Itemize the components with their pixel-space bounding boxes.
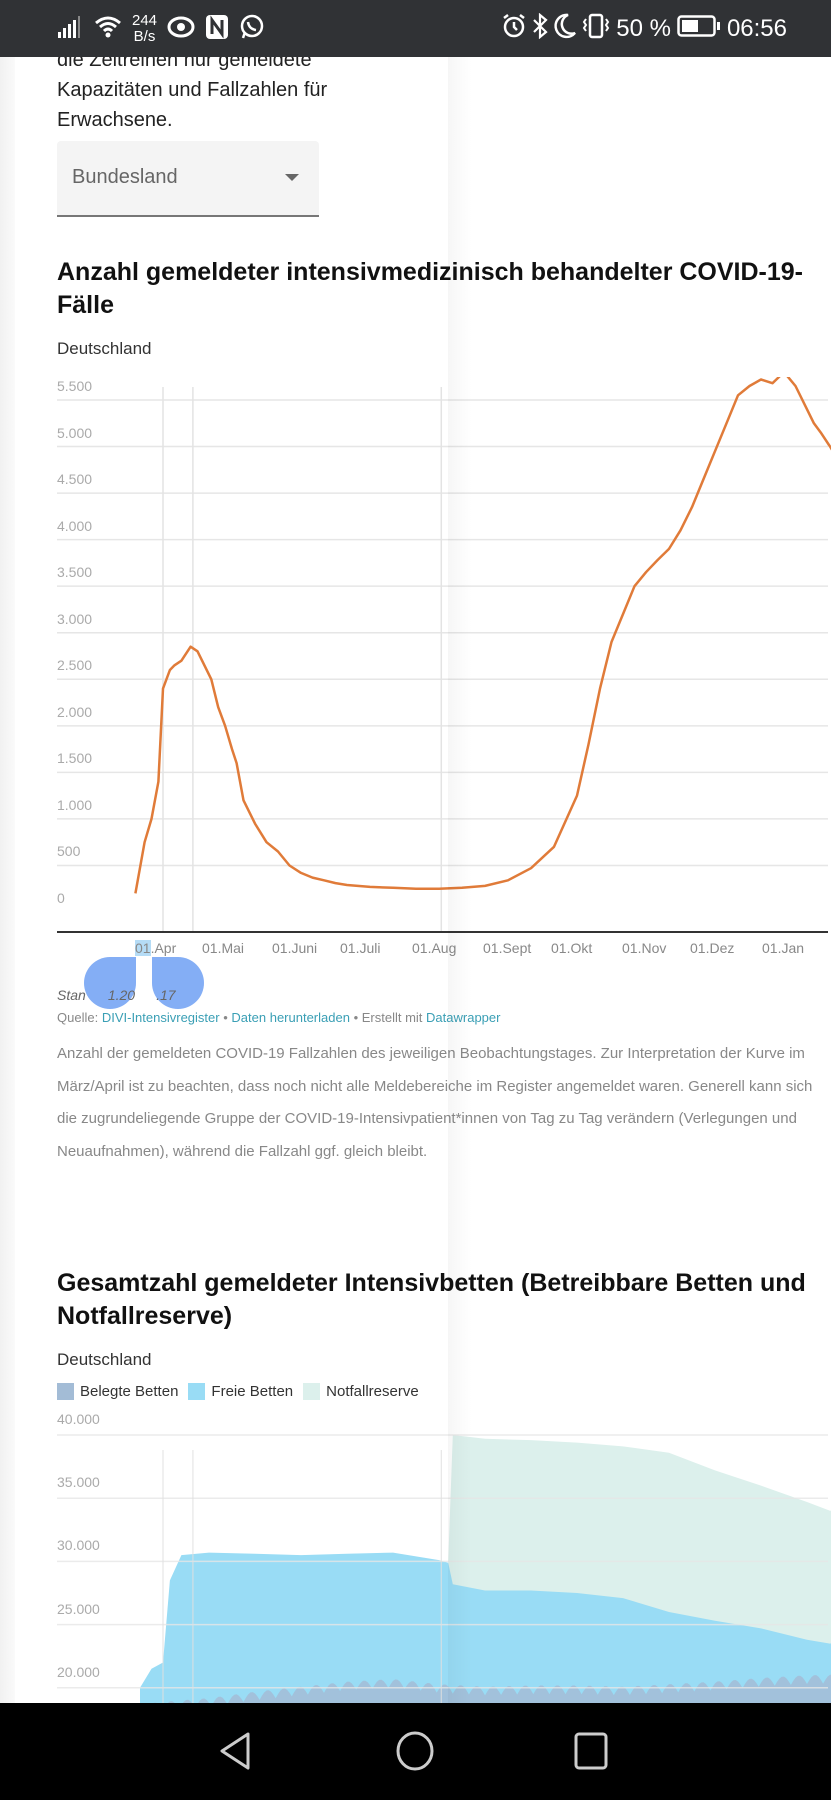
chart2-ytick-label: 25.000	[57, 1600, 100, 1617]
chart2-title: Gesamtzahl gemeldeter Intensivbetten (Be…	[57, 1269, 806, 1330]
chart1-ytick-label: 4.000	[57, 517, 93, 534]
bundesland-select-label: Bundesland	[72, 166, 178, 188]
stand-prefix: Stan	[57, 987, 86, 1003]
stand-mid: 1.20	[107, 987, 136, 1003]
network-speed-value: 244	[132, 12, 158, 29]
chart1-ytick-label: 2.500	[57, 657, 93, 674]
text-selection-handle-left[interactable]	[84, 957, 136, 1009]
recents-icon	[574, 1732, 608, 1770]
page-content: die Zeitreihen nur gemeldete Kapazitäten…	[0, 57, 831, 1703]
divi-register-link[interactable]: DIVI-Intensivregister	[101, 1010, 220, 1025]
chart1-ytick-label: 5.000	[57, 424, 93, 441]
alarm-icon	[502, 13, 526, 46]
recents-button[interactable]	[573, 1731, 609, 1776]
legend-label: Freie Betten	[211, 1383, 294, 1400]
chart1-ytick-label: 1.000	[57, 796, 93, 813]
text-selection-handle-right[interactable]	[152, 957, 204, 1009]
chart1-ytick-label: 4.500	[57, 471, 93, 488]
chart1-xtick-label: 01.Okt	[551, 940, 593, 956]
chart1-xtick-label: 01.Dez	[690, 940, 735, 956]
chart1-plot	[57, 377, 831, 933]
legend-label: Notfallreserve	[326, 1383, 419, 1400]
eye-icon	[167, 15, 195, 44]
chart2-ytick-label: 35.000	[57, 1474, 100, 1491]
chart1-xtick-label: 01.Jan	[762, 940, 805, 956]
signal-icon	[58, 15, 84, 43]
chart1-ytick-label: 5.500	[57, 378, 93, 394]
chart1-xtick-label: 01.Juli	[340, 940, 381, 956]
chart2-ytick-label: 40.000	[57, 1411, 100, 1427]
datawrapper-link[interactable]: Datawrapper	[426, 1010, 501, 1025]
chart1-stand: Stan 1.20 .17	[57, 987, 176, 1003]
chart1-xtick-label: 01.Juni	[272, 940, 318, 956]
chart2-area-freie	[140, 1552, 831, 1703]
legend-label: Belegte Betten	[80, 1383, 179, 1400]
status-bar: 244 B/s 50 % 06:56	[0, 0, 831, 57]
chart2-area-belegte	[153, 1674, 831, 1703]
download-data-link[interactable]: Daten herunterladen	[231, 1010, 350, 1025]
intro-text: die Zeitreihen nur gemeldete Kapazitäten…	[57, 57, 387, 135]
legend-item-freie: Freie Betten	[188, 1383, 293, 1400]
source-label: Quelle:	[57, 1010, 99, 1025]
chart1-xtick-label: 01.Apr	[135, 940, 177, 956]
whatsapp-icon	[239, 14, 265, 45]
bluetooth-icon	[532, 12, 548, 46]
chart1-ytick-label: 2.000	[57, 703, 93, 720]
chart1-source: Quelle: DIVI-Intensivregister • Daten he…	[57, 1010, 500, 1025]
chart2-subtitle: Deutschland	[57, 1350, 152, 1369]
moon-icon	[554, 13, 577, 46]
legend-swatch	[188, 1383, 206, 1400]
separator: •	[223, 1010, 228, 1025]
chart1-xtick-label: 01.Mai	[202, 940, 245, 956]
legend-item-notfall: Notfallreserve	[303, 1383, 419, 1400]
chart1-xtick-label: 01.Sept	[483, 940, 532, 956]
intro-line: Erwachsene.	[57, 109, 173, 131]
separator: •	[353, 1010, 359, 1025]
legend-item-belegte: Belegte Betten	[57, 1383, 178, 1400]
navigation-bar	[0, 1703, 831, 1800]
wifi-icon	[94, 15, 122, 44]
clock: 06:56	[726, 15, 787, 42]
chart1-ytick-label: 3.000	[57, 610, 93, 627]
battery-icon	[677, 14, 721, 45]
chart1-ytick-label: 1.500	[57, 750, 93, 767]
chart2-ytick-label: 30.000	[57, 1537, 100, 1554]
chart2-plot	[57, 1434, 831, 1703]
network-speed-unit: B/s	[133, 28, 156, 45]
legend-swatch	[57, 1383, 74, 1400]
intro-line: die Zeitreihen nur gemeldete	[57, 57, 312, 71]
battery-percent: 50 %	[616, 15, 671, 42]
home-button[interactable]	[395, 1731, 435, 1776]
bundesland-select[interactable]: Bundesland	[57, 141, 319, 217]
chart1-xtick-label: 01.Nov	[622, 940, 667, 956]
back-button[interactable]	[218, 1731, 254, 1776]
chart1-ytick-label: 500	[57, 843, 81, 860]
chart1-xtick-label: 01.Aug	[412, 940, 457, 956]
intro-line: Kapazitäten und Fallzahlen für	[57, 79, 328, 101]
dropdown-arrow-icon	[285, 174, 299, 181]
chart1-ytick-label: 3.500	[57, 564, 93, 581]
chart1-note: Anzahl der gemeldeten COVID-19 Fallzahle…	[57, 1045, 813, 1160]
back-icon	[220, 1732, 250, 1770]
vibrate-icon	[582, 13, 610, 46]
card-edge	[0, 57, 15, 1703]
chart2-ytick-label: 20.000	[57, 1663, 100, 1680]
created-with-label: Erstellt mit	[361, 1010, 423, 1025]
stand-suffix: .17	[156, 987, 176, 1003]
home-icon	[396, 1731, 434, 1771]
selected-text-highlight: 01	[135, 940, 151, 956]
chart2-legend: Belegte Betten Freie Betten Notfallreser…	[57, 1383, 419, 1400]
legend-swatch	[303, 1383, 321, 1400]
network-speed: 244 B/s	[132, 13, 157, 45]
nfc-icon	[205, 14, 229, 45]
chart1-ytick-label: 0	[57, 890, 65, 906]
chart1-title: Anzahl gemeldeter intensivmedizinisch be…	[57, 258, 804, 319]
chart1-subtitle: Deutschland	[57, 339, 152, 358]
chart1-series-line	[134, 377, 831, 894]
